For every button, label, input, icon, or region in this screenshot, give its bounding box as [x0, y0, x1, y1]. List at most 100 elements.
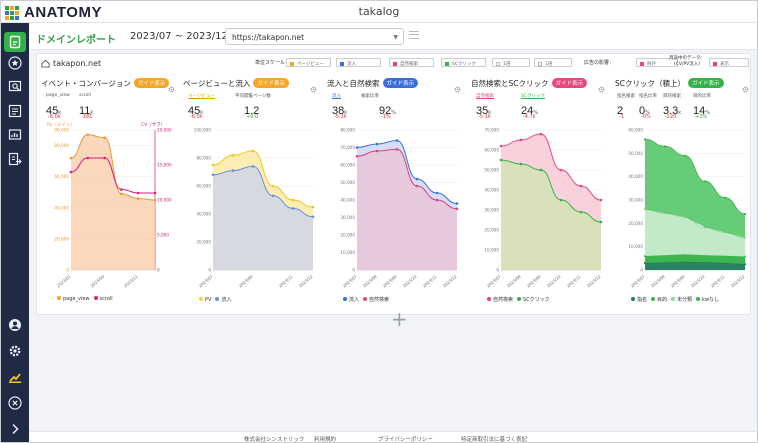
data-point[interactable]: [271, 194, 275, 198]
footer-legal[interactable]: 特定商取引法に基づく表記: [461, 437, 528, 443]
data-point[interactable]: [539, 132, 543, 136]
footer-company[interactable]: 株式会社シンストリック: [244, 437, 305, 443]
data-point[interactable]: [435, 198, 439, 202]
data-point[interactable]: [683, 154, 687, 157]
data-point[interactable]: [231, 153, 235, 157]
sidebar-export-icon[interactable]: [7, 151, 23, 167]
data-point[interactable]: [153, 191, 157, 195]
guide-button[interactable]: ガイド表示: [551, 78, 588, 88]
data-point[interactable]: [579, 210, 583, 214]
data-point[interactable]: [291, 198, 295, 202]
data-point[interactable]: [455, 207, 459, 211]
data-point[interactable]: [499, 158, 503, 162]
filter-checkbox[interactable]: SCクリック: [441, 58, 486, 67]
settings-gear-icon[interactable]: [168, 78, 175, 93]
legend-label[interactable]: PV: [205, 297, 212, 303]
data-point[interactable]: [251, 149, 255, 153]
data-point[interactable]: [375, 149, 379, 153]
guide-button[interactable]: ガイド表示: [133, 78, 170, 88]
data-point[interactable]: [435, 191, 439, 195]
data-point[interactable]: [743, 212, 747, 216]
data-point[interactable]: [251, 165, 255, 168]
data-point[interactable]: [355, 154, 359, 158]
data-point[interactable]: [86, 156, 90, 160]
sidebar-chart-icon[interactable]: [7, 127, 23, 143]
data-point[interactable]: [519, 162, 523, 166]
sidebar-search-icon[interactable]: [7, 79, 23, 95]
sidebar-expand-icon[interactable]: [7, 421, 23, 437]
data-point[interactable]: [559, 198, 563, 202]
sidebar-user-icon[interactable]: [7, 317, 23, 333]
data-point[interactable]: [395, 147, 399, 151]
data-point[interactable]: [643, 138, 647, 141]
data-point[interactable]: [136, 191, 140, 195]
filter-checkbox[interactable]: 流入: [336, 58, 381, 67]
period-range[interactable]: 2023/07 ~ 2023/12: [130, 31, 228, 42]
data-point[interactable]: [291, 207, 295, 210]
domain-select[interactable]: https://takapon.net ▼: [225, 28, 404, 45]
settings-gear-icon[interactable]: [598, 78, 605, 93]
data-point[interactable]: [86, 133, 90, 136]
data-point[interactable]: [311, 205, 315, 209]
data-point[interactable]: [415, 177, 419, 181]
menu-icon[interactable]: [409, 31, 419, 39]
legend-label[interactable]: 流入: [349, 297, 360, 303]
data-point[interactable]: [375, 142, 379, 146]
data-point[interactable]: [723, 196, 727, 199]
data-point[interactable]: [663, 145, 667, 148]
sidebar-gear-icon[interactable]: [7, 343, 23, 359]
data-point[interactable]: [539, 168, 543, 172]
data-point[interactable]: [69, 156, 73, 160]
data-point[interactable]: [395, 139, 399, 142]
filter-checkbox[interactable]: 除外: [636, 58, 678, 67]
data-point[interactable]: [355, 146, 359, 149]
data-point[interactable]: [559, 168, 563, 172]
data-point[interactable]: [153, 198, 157, 202]
data-point[interactable]: [599, 198, 603, 202]
guide-button[interactable]: ガイド表示: [382, 78, 419, 88]
data-point[interactable]: [703, 180, 707, 183]
data-point[interactable]: [499, 144, 503, 148]
filter-checkbox[interactable]: 1倍: [534, 58, 572, 67]
legend-label[interactable]: 流入: [221, 297, 232, 303]
legend-label[interactable]: 未分類: [677, 297, 693, 303]
settings-gear-icon[interactable]: [742, 78, 749, 93]
data-point[interactable]: [120, 188, 123, 191]
legend-label[interactable]: scroll: [99, 296, 113, 302]
legend-label[interactable]: 自然検索: [369, 297, 390, 303]
settings-gear-icon[interactable]: [454, 78, 461, 93]
data-point[interactable]: [211, 163, 215, 167]
sidebar-report-icon[interactable]: [4, 32, 26, 52]
data-point[interactable]: [231, 169, 235, 172]
legend-label[interactable]: SCクリック: [523, 297, 550, 303]
settings-gear-icon[interactable]: [310, 78, 317, 93]
legend-label[interactable]: kwなし: [702, 297, 720, 303]
logo[interactable]: ANATOMY: [5, 4, 102, 21]
guide-button[interactable]: ガイド表示: [253, 78, 289, 88]
sidebar-close-icon[interactable]: [7, 395, 23, 411]
guide-button[interactable]: ガイド表示: [688, 78, 724, 88]
legend-label[interactable]: page_view: [63, 296, 90, 302]
filter-checkbox[interactable]: 表示: [709, 58, 749, 67]
sidebar-speedup-icon[interactable]: [7, 369, 23, 385]
filter-checkbox[interactable]: 1倍: [492, 58, 530, 67]
footer-terms[interactable]: 利用規約: [314, 437, 337, 443]
filter-checkbox[interactable]: ページビュー: [286, 58, 331, 67]
legend-label[interactable]: 自然検索: [493, 297, 514, 303]
data-point[interactable]: [103, 156, 106, 160]
sidebar-star-icon[interactable]: [7, 55, 23, 71]
data-point[interactable]: [599, 220, 603, 224]
footer-privacy[interactable]: プライバシーポリシー: [378, 437, 433, 443]
data-point[interactable]: [69, 170, 73, 174]
data-point[interactable]: [455, 202, 459, 205]
data-point[interactable]: [519, 138, 523, 142]
data-point[interactable]: [415, 184, 419, 188]
filter-checkbox[interactable]: 自然検索: [389, 58, 434, 67]
legend-label[interactable]: 目的: [657, 297, 668, 303]
data-point[interactable]: [211, 173, 215, 177]
data-point[interactable]: [103, 136, 106, 140]
add-widget-button[interactable]: +: [391, 307, 408, 331]
legend-label[interactable]: 指名: [637, 297, 648, 303]
data-point[interactable]: [120, 192, 123, 196]
sidebar-list-icon[interactable]: [7, 103, 23, 119]
